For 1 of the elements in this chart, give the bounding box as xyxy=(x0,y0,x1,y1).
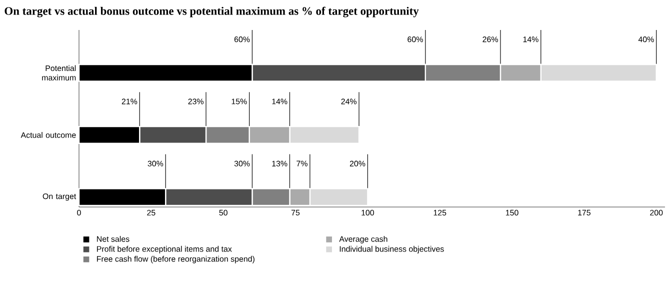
chart-title: On target vs actual bonus outcome vs potential maximum as % of target opportunity xyxy=(4,6,419,18)
